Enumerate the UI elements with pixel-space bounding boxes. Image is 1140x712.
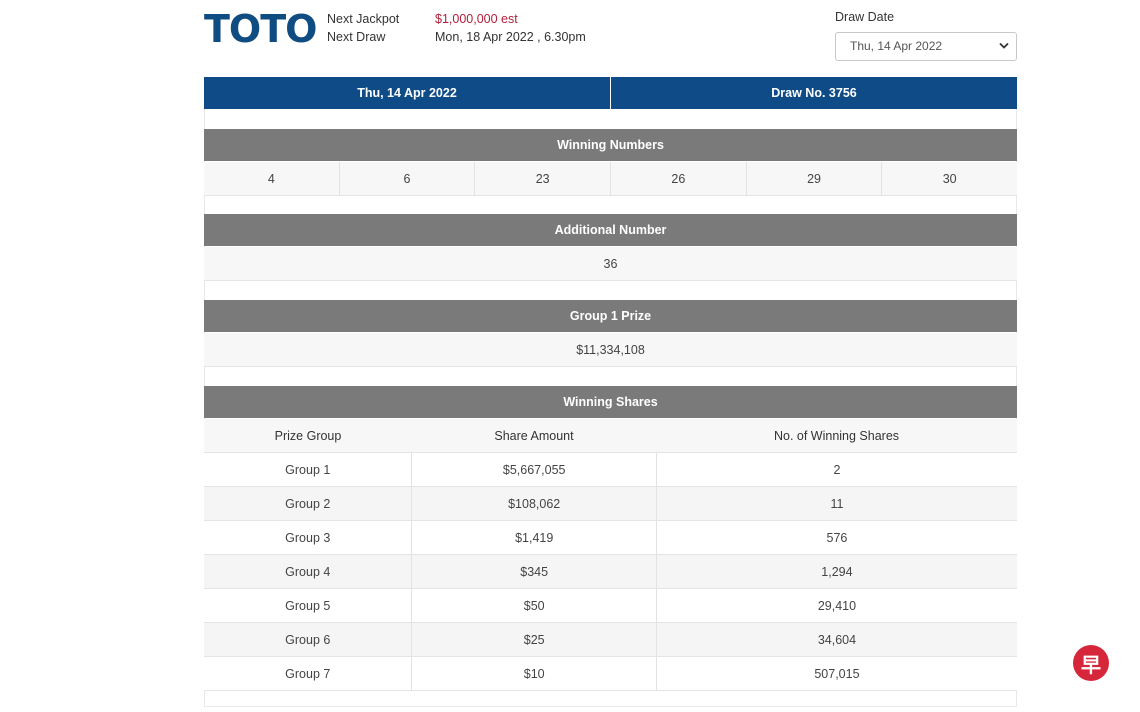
winning-shares-count: 576 <box>655 521 1017 554</box>
table-row: Group 1 $5,667,055 2 <box>204 453 1017 487</box>
winning-shares-count: 34,604 <box>655 623 1017 656</box>
share-amount: $1,419 <box>411 521 655 554</box>
winning-shares-count: 2 <box>655 453 1017 486</box>
group1-prize-amount: $11,334,108 <box>576 342 645 357</box>
prize-group: Group 1 <box>285 462 331 477</box>
share-amount: $10 <box>411 657 655 690</box>
winning-shares-count: 11 <box>655 487 1017 520</box>
next-draw-values: $1,000,000 est Mon, 18 Apr 2022 , 6.30pm <box>435 10 586 46</box>
draw-date: Thu, 14 Apr 2022 <box>204 77 610 109</box>
column-header-winning-shares: No. of Winning Shares <box>773 428 900 443</box>
group1-prize-header: Group 1 Prize <box>204 300 1017 332</box>
winning-number: 23 <box>474 162 610 195</box>
winning-shares-count: 1,294 <box>655 555 1017 588</box>
prize-group: Group 2 <box>285 496 331 511</box>
additional-number: 36 <box>603 256 618 271</box>
group1-prize-row: $11,334,108 <box>204 333 1017 367</box>
table-row: Group 6 $25 34,604 <box>204 623 1017 657</box>
additional-number-header: Additional Number <box>204 214 1017 246</box>
winning-shares-header: Winning Shares <box>204 386 1017 418</box>
next-draw-value: Mon, 18 Apr 2022 , 6.30pm <box>435 30 586 44</box>
winning-number: 29 <box>745 162 882 195</box>
winning-numbers-row: 4 6 23 26 29 30 <box>204 162 1017 196</box>
table-row: Group 5 $50 29,410 <box>204 589 1017 623</box>
winning-shares-table: Group 1 $5,667,055 2 Group 2 $108,062 11… <box>204 453 1017 691</box>
next-draw-labels: Next Jackpot Next Draw <box>327 10 399 46</box>
winning-number: 4 <box>267 171 275 186</box>
toto-logo: TOTO <box>204 7 317 51</box>
draw-date-select[interactable]: Thu, 14 Apr 2022 <box>835 32 1017 61</box>
winning-number: 6 <box>338 162 475 195</box>
prize-group: Group 4 <box>285 564 331 579</box>
winning-shares-count: 507,015 <box>655 657 1017 690</box>
prize-group: Group 5 <box>285 598 331 613</box>
table-row: Group 3 $1,419 576 <box>204 521 1017 555</box>
winning-shares-count: 29,410 <box>655 589 1017 622</box>
share-amount: $5,667,055 <box>411 453 655 486</box>
chevron-down-icon <box>999 42 1009 49</box>
prize-group: Group 3 <box>285 530 331 545</box>
winning-shares-column-headers: Prize Group Share Amount No. of Winning … <box>204 419 1017 453</box>
prize-group: Group 7 <box>285 666 331 681</box>
share-amount: $25 <box>411 623 655 656</box>
next-draw-label: Next Draw <box>327 30 386 44</box>
column-header-share-amount: Share Amount <box>494 428 574 443</box>
winning-numbers-header: Winning Numbers <box>204 129 1017 161</box>
table-row: Group 2 $108,062 11 <box>204 487 1017 521</box>
table-row: Group 4 $345 1,294 <box>204 555 1017 589</box>
share-amount: $345 <box>411 555 655 588</box>
additional-number-row: 36 <box>204 247 1017 281</box>
draw-date-label: Draw Date <box>835 10 895 24</box>
draw-info-bar: Thu, 14 Apr 2022 Draw No. 3756 <box>204 77 1017 109</box>
table-row: Group 7 $10 507,015 <box>204 657 1017 691</box>
next-jackpot-label: Next Jackpot <box>327 12 400 26</box>
winning-number: 30 <box>881 162 1017 195</box>
column-header-prize-group: Prize Group <box>274 428 342 443</box>
next-jackpot-value: $1,000,000 est <box>435 12 518 26</box>
share-amount: $50 <box>411 589 655 622</box>
draw-date-selected: Thu, 14 Apr 2022 <box>850 39 943 53</box>
prize-group: Group 6 <box>285 632 331 647</box>
draw-number: Draw No. 3756 <box>610 77 1017 109</box>
share-amount: $108,062 <box>411 487 655 520</box>
publisher-watermark-icon: 早 <box>1073 645 1109 681</box>
winning-number: 26 <box>610 162 746 195</box>
